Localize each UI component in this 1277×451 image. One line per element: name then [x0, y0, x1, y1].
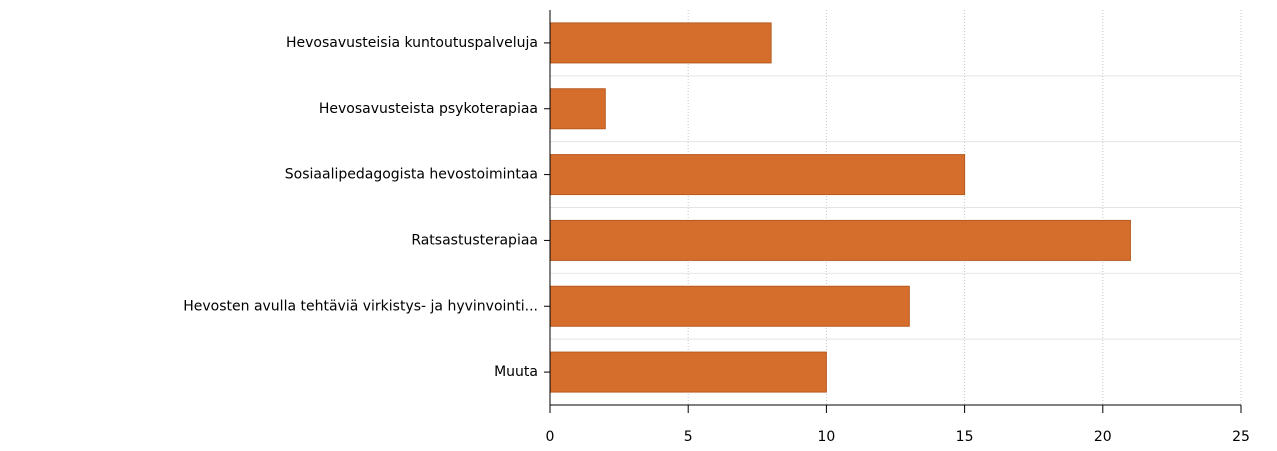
x-tick-label: 10	[817, 429, 835, 445]
x-tick-label: 15	[956, 429, 974, 445]
y-tick-label: Ratsastusterapiaa	[411, 232, 538, 248]
bar	[549, 285, 910, 327]
y-tick-label: Hevosten avulla tehtäviä virkistys- ja h…	[183, 298, 538, 314]
bar	[549, 351, 827, 393]
y-tick-label: Sosiaalipedagogista hevostoimintaa	[285, 167, 538, 183]
bar	[549, 154, 966, 196]
x-tick-label: 5	[684, 429, 693, 445]
bar	[549, 88, 606, 130]
x-tick-label: 25	[1232, 429, 1250, 445]
x-tick-label: 20	[1094, 429, 1112, 445]
y-tick-label: Hevosavusteista psykoterapiaa	[319, 101, 538, 117]
y-tick-label: Muuta	[494, 364, 538, 380]
y-tick-label: Hevosavusteisia kuntoutuspalveluja	[286, 35, 538, 51]
bar	[549, 22, 772, 64]
bar	[549, 219, 1131, 261]
x-tick-label: 0	[546, 429, 555, 445]
